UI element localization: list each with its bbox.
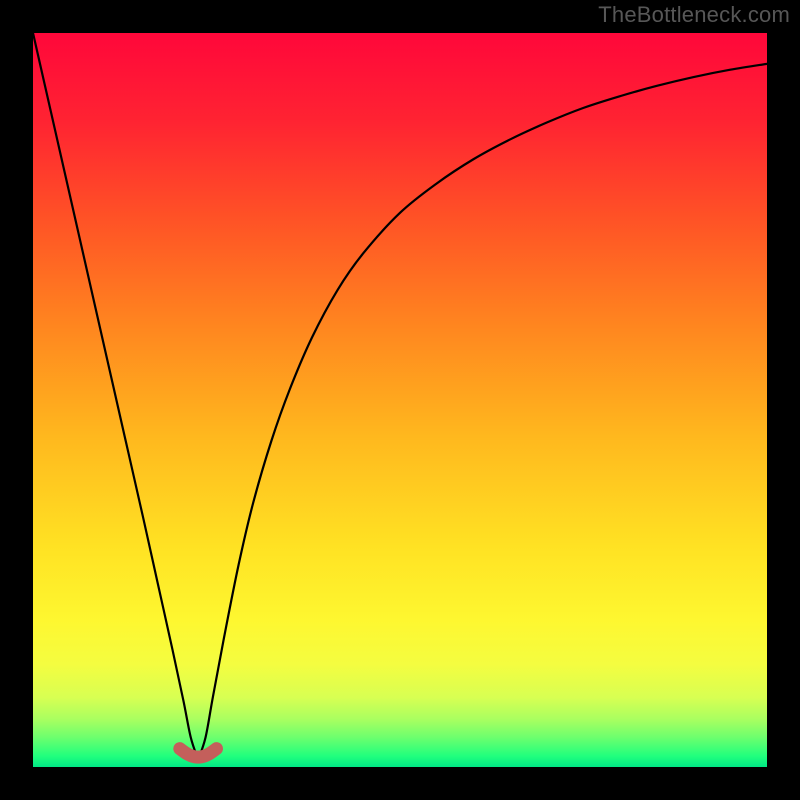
chart-container: TheBottleneck.com: [0, 0, 800, 800]
gradient-background: [33, 33, 767, 767]
bottleneck-curve-plot: [0, 0, 800, 800]
watermark-text: TheBottleneck.com: [598, 2, 790, 28]
